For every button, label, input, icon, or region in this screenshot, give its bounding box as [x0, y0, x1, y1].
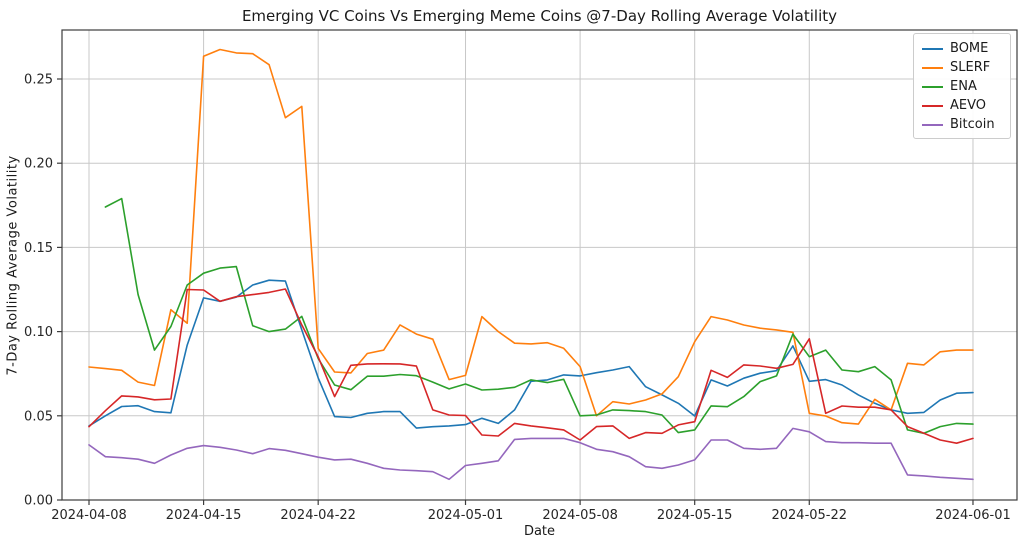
legend-line-swatch: [922, 66, 943, 69]
x-tick-label: 2024-05-15: [657, 508, 733, 523]
legend-item-label: AEVO: [950, 98, 987, 113]
legend-item-label: Bitcoin: [950, 117, 995, 132]
series-line-slerf: [88, 48, 974, 425]
legend-item: BOME: [914, 39, 1010, 58]
x-tick-label: 2024-05-22: [771, 508, 847, 523]
x-tick-label: 2024-04-22: [280, 508, 356, 523]
legend-line-swatch: [922, 123, 943, 126]
x-tick-label: 2024-05-08: [542, 508, 618, 523]
series-line-bitcoin: [88, 427, 974, 481]
legend-item: ENA: [914, 77, 1010, 96]
legend-item-label: ENA: [950, 79, 977, 94]
x-axis-label: Date: [523, 524, 556, 539]
x-tick-label: 2024-05-01: [428, 508, 504, 523]
legend-item: AEVO: [914, 96, 1010, 115]
legend-item: Bitcoin: [914, 115, 1010, 134]
y-tick-label: 0.05: [24, 409, 53, 424]
legend: BOME SLERF ENA AEVO Bitcoin: [913, 33, 1011, 139]
legend-item-label: BOME: [950, 41, 989, 56]
legend-line-swatch: [922, 104, 943, 107]
legend-line-swatch: [922, 85, 943, 88]
series-line-ena: [104, 197, 974, 435]
legend-item-label: SLERF: [950, 60, 991, 75]
x-tick-label: 2024-06-01: [935, 508, 1011, 523]
series-line-aevo: [88, 288, 974, 444]
chart-title: Emerging VC Coins Vs Emerging Meme Coins…: [241, 7, 838, 25]
x-tick-label: 2024-04-15: [166, 508, 242, 523]
y-tick-label: 0.15: [24, 241, 53, 256]
y-tick-label: 0.25: [24, 73, 53, 88]
axes-spines: [61, 29, 1018, 501]
y-tick-label: 0.20: [24, 157, 53, 172]
legend-item: SLERF: [914, 58, 1010, 77]
legend-line-swatch: [922, 47, 943, 50]
y-tick-label: 0.10: [24, 325, 53, 340]
x-tick-label: 2024-04-08: [51, 508, 127, 523]
y-tick-label: 0.00: [24, 494, 53, 509]
